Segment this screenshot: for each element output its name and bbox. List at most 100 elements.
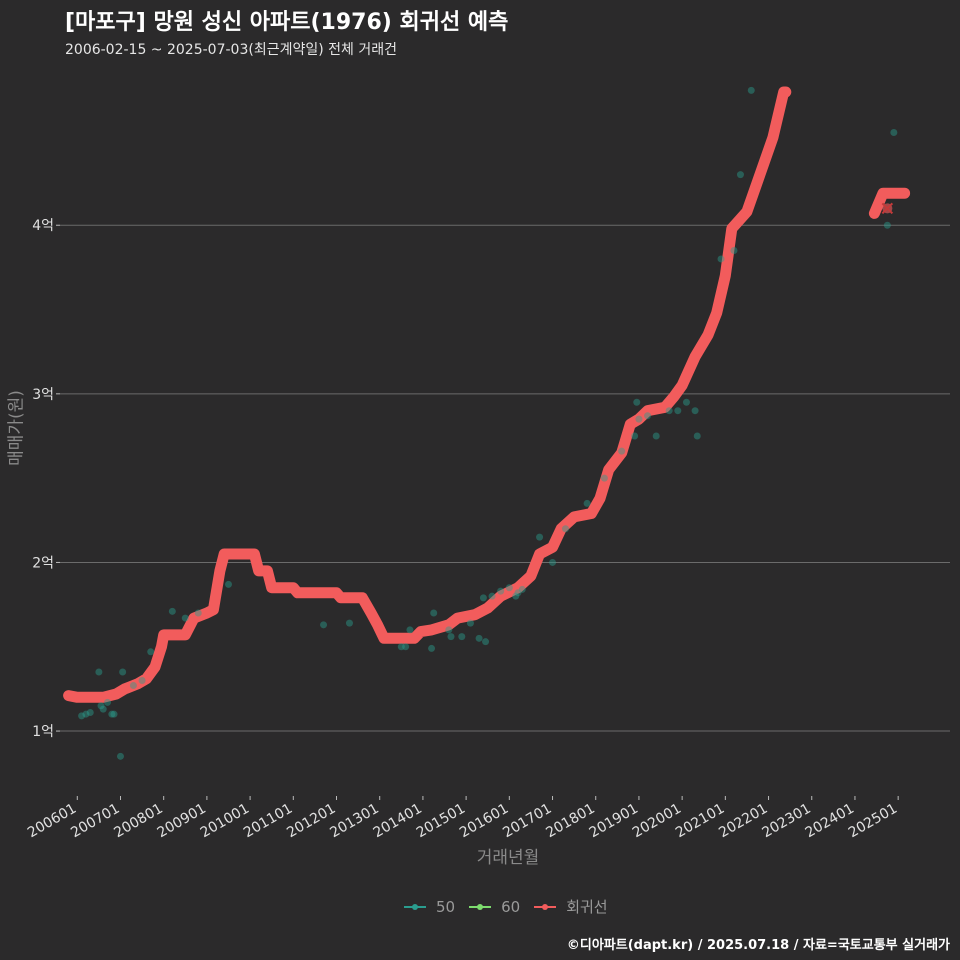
x-tick-label: 202001 xyxy=(630,801,684,842)
trade-point-50 xyxy=(518,585,526,593)
x-tick-label: 201301 xyxy=(327,801,381,842)
trade-point-50 xyxy=(97,702,105,710)
trade-point-50 xyxy=(119,668,127,676)
x-tick-label: 200701 xyxy=(68,801,122,842)
gridlines xyxy=(60,224,950,732)
trade-point-50 xyxy=(482,638,490,646)
trade-point-50 xyxy=(475,634,483,642)
trade-point-50 xyxy=(129,682,137,690)
trade-point-50 xyxy=(345,619,353,627)
trade-point-50 xyxy=(397,643,405,651)
trade-point-50 xyxy=(108,710,116,718)
trade-point-50 xyxy=(693,432,701,440)
trade-point-50 xyxy=(505,584,513,592)
trade-point-50 xyxy=(644,412,652,420)
trade-point-50 xyxy=(110,710,118,718)
legend-swatch-regression xyxy=(534,901,557,913)
latest-trade-cross xyxy=(881,202,894,215)
trade-point-50 xyxy=(514,589,522,597)
trade-point-50 xyxy=(99,705,107,713)
trade-point-50 xyxy=(691,407,699,415)
x-tick-label: 202501 xyxy=(846,801,900,842)
chart-subtitle: 2006-02-15 ~ 2025-07-03(최근계약일) 전체 거래건 xyxy=(65,42,397,58)
trade-point-50 xyxy=(116,752,124,760)
x-tick-label: 200601 xyxy=(25,801,79,842)
trade-point-50 xyxy=(479,594,487,602)
trade-point-50 xyxy=(224,580,232,588)
trade-point-50 xyxy=(104,698,112,706)
trade-point-50 xyxy=(536,533,544,541)
x-tick-label: 201701 xyxy=(500,801,554,842)
trade-point-50 xyxy=(736,171,744,179)
x-axis-label: 거래년월 xyxy=(476,848,540,868)
trade-point-50 xyxy=(549,558,557,566)
x-tick-label: 201601 xyxy=(457,801,511,842)
trade-point-50 xyxy=(635,415,643,423)
x-tick-label: 201801 xyxy=(543,801,597,842)
x-tick-label: 202301 xyxy=(759,801,813,842)
y-axis-ticks: 1억 2억 3억 4억 xyxy=(32,218,60,740)
legend-swatch-50 xyxy=(404,901,426,913)
x-tick-label: 200901 xyxy=(155,801,209,842)
trade-point-50 xyxy=(82,710,90,718)
x-axis-ticks: 2006012007012008012009012010012011012012… xyxy=(25,796,900,841)
trade-point-50 xyxy=(730,247,738,255)
legend-label-50: 50 xyxy=(436,897,456,916)
legend-label-regression: 회귀선 xyxy=(566,898,608,916)
x-tick-label: 201901 xyxy=(587,801,641,842)
trade-point-50 xyxy=(618,447,626,455)
regression-segment xyxy=(63,86,792,703)
trade-point-50 xyxy=(402,643,410,651)
trade-point-50 xyxy=(458,633,466,641)
y-tick-label: 3억 xyxy=(32,387,54,403)
regression-segment xyxy=(868,187,911,219)
trade-point-50 xyxy=(600,474,608,482)
trade-point-50 xyxy=(747,86,755,94)
x-tick-label: 201201 xyxy=(284,801,338,842)
trade-point-50 xyxy=(466,619,474,627)
chart-title: [마포구] 망원 성신 아파트(1976) 회귀선 예측 xyxy=(65,10,509,35)
trade-point-50 xyxy=(652,432,660,440)
trade-point-50 xyxy=(674,407,682,415)
x-tick-label: 201101 xyxy=(241,801,295,842)
latest-trade-marker xyxy=(881,202,894,215)
data-points xyxy=(78,86,898,760)
trade-point-50 xyxy=(583,499,591,507)
x-tick-label: 202401 xyxy=(803,801,857,842)
legend-item-regression: 회귀선 xyxy=(534,896,608,917)
y-axis-label: 매매가(원) xyxy=(6,390,27,466)
legend-item-50: 50 xyxy=(404,898,455,916)
trade-point-50 xyxy=(95,668,103,676)
x-tick-label: 201501 xyxy=(414,801,468,842)
credit-footer: ©디아파트(dapt.kr) / 2025.07.18 / 자료=국토교통부 실… xyxy=(566,938,950,953)
trade-point-50 xyxy=(430,609,438,617)
y-tick-label: 1억 xyxy=(32,724,54,740)
trade-point-50 xyxy=(665,407,673,415)
trade-point-50 xyxy=(682,398,690,406)
x-tick-label: 201401 xyxy=(371,801,425,842)
trade-point-50 xyxy=(194,609,202,617)
trade-point-50 xyxy=(181,614,189,622)
trade-point-50 xyxy=(168,607,176,615)
y-tick-label: 2억 xyxy=(32,555,54,571)
legend: 50 60 회귀선 xyxy=(404,896,608,917)
legend-item-60: 60 xyxy=(469,898,520,916)
x-tick-label: 201001 xyxy=(198,801,252,842)
trade-point-50 xyxy=(86,709,94,716)
trade-point-50 xyxy=(78,712,86,720)
trade-point-50 xyxy=(447,633,455,641)
trade-point-50 xyxy=(138,676,146,684)
x-tick-label: 202201 xyxy=(716,801,770,842)
regression-line xyxy=(63,86,911,703)
trade-point-50 xyxy=(631,432,639,440)
trade-point-50 xyxy=(717,255,725,263)
trade-point-50 xyxy=(445,626,453,634)
trade-point-50 xyxy=(147,648,155,656)
legend-label-60: 60 xyxy=(501,897,521,916)
y-tick-label: 4억 xyxy=(32,218,54,234)
trade-point-50 xyxy=(406,626,414,634)
trade-point-50 xyxy=(883,221,891,229)
trade-point-50 xyxy=(320,621,328,629)
x-tick-label: 202101 xyxy=(673,801,727,842)
